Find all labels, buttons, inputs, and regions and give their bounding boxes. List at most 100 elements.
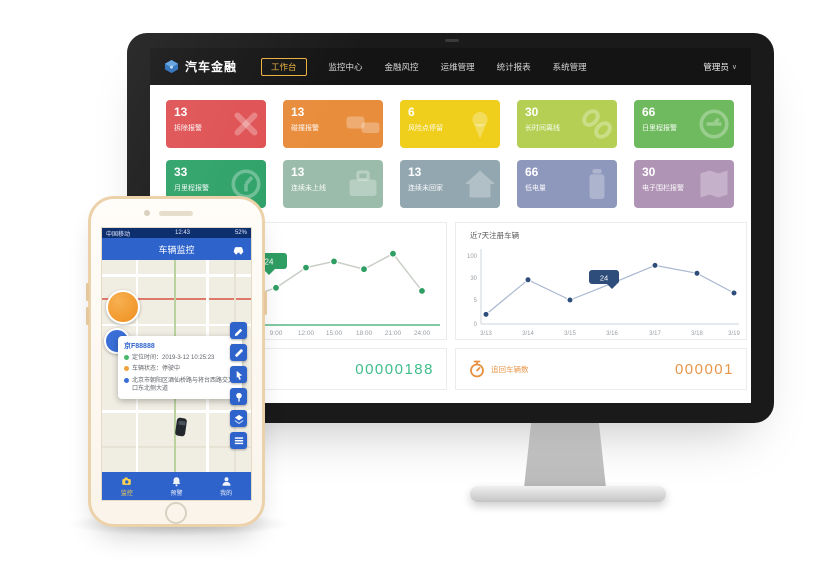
svg-text:9:00: 9:00 [270,330,283,337]
carrier-label: 中国移动 [106,231,131,238]
svg-text:3/19: 3/19 [728,331,740,337]
house-icon [465,170,495,198]
tab-2[interactable]: 我的 [201,472,251,500]
tile-label: 日里程报警 [642,125,677,133]
bullet-icon [124,377,129,383]
car-marker[interactable] [174,417,188,437]
stat-tile-1[interactable]: 13 碰撞报警 [283,100,383,148]
volume-down-button[interactable] [86,307,89,325]
stat-tile-6[interactable]: 13 连续未上线 [283,160,383,208]
list-tool-icon [234,436,243,444]
popup-row-2: 北京市朝阳区酒仙桥路与将台西路交叉口东北侧大道 [124,377,236,394]
power-button[interactable] [264,291,267,315]
popup-row-text: 北京市朝阳区酒仙桥路与将台西路交叉口东北侧大道 [132,377,235,393]
popup-row-1: 车辆状态：停驶中 [124,365,236,373]
svg-text:21:00: 21:00 [385,330,402,337]
road [102,324,251,326]
stat-tile-2[interactable]: 6 风险点停留 [400,100,500,148]
select-tool-button[interactable] [230,366,247,383]
tile-label: 连续未上线 [291,185,326,193]
nav-item-0[interactable]: 工作台 [261,57,307,76]
app-logo[interactable]: 汽车金融 [164,58,237,75]
registered-vehicles-chart-card: 近7天注册车辆 0 5 30 100 3/13 3/14 3/15 3/16 3/17 3/18 3/… [455,222,747,340]
nav-item-4[interactable]: 统计报表 [496,61,531,72]
odometer-icon [699,109,729,139]
online-trend-chart: 9:00 12:00 15:00 18:00 21:00 24:00 24 [167,249,440,337]
tile-value: 33 [174,165,188,179]
road [102,446,251,448]
stopwatch-icon [470,360,484,378]
nav-item-1[interactable]: 监控中心 [328,61,363,72]
tab-label: 预警 [170,490,183,497]
road-highway [102,298,251,300]
volume-up-button[interactable] [86,283,89,301]
stat-tile-8[interactable]: 66 低电量 [517,160,617,208]
edit-tool-icon [234,328,242,336]
registered-vehicles-chart: 近7天注册车辆 0 5 30 100 3/13 3/14 3/15 3/16 3/17 3/18 3/… [467,230,741,337]
nav-item-2[interactable]: 金融风控 [384,61,419,72]
popup-row-text: 车辆状态：停驶中 [132,366,181,373]
tile-value: 30 [525,105,539,119]
monitor-stand-neck [524,420,606,488]
tile-label: 碰撞报警 [291,125,319,133]
tile-label: 电子围栏报警 [642,185,684,193]
map-view[interactable]: 京F88888 × 定位时间：2019-3-12 10:25:23车辆状态：停驶… [102,260,251,472]
monitor-stand-base [470,486,666,502]
tile-value: 66 [525,165,539,179]
phone: 中国移动 12:43 52% 车辆监控 [86,196,267,527]
cluster-badge[interactable] [106,290,140,324]
bell-icon [172,476,181,486]
user-menu[interactable]: 管理员 ∨ [703,61,737,73]
tile-label: 低电量 [525,185,546,193]
monitor-bezel: 汽车金融 工作台 监控中心 金融风控 运维管理 统计报表 系统管理 管理员 ∨ 13 拆除报… [127,33,774,423]
car-icon[interactable] [232,243,245,256]
tab-1[interactable]: 预警 [152,472,202,500]
tab-0[interactable]: 监控 [102,472,152,500]
svg-text:0: 0 [474,322,478,328]
svg-text:3/16: 3/16 [606,331,618,337]
phone-screen: 中国移动 12:43 52% 车辆监控 [101,227,252,501]
collision-icon [346,116,380,133]
phone-status-bar: 中国移动 12:43 52% [102,228,251,238]
home-button[interactable] [165,502,187,524]
tab-label: 我的 [220,490,233,497]
road [102,274,251,277]
locate-tool-icon [235,392,242,402]
phone-tab-bar: 监控 预警 我的 [102,472,251,500]
svg-text:3/13: 3/13 [480,331,492,337]
draw-tool-button[interactable] [230,344,247,361]
bullet-icon [124,366,129,372]
nav-item-3[interactable]: 运维管理 [440,61,475,72]
logo-text: 汽车金融 [185,60,238,74]
phone-nav-bar: 车辆监控 [102,238,251,260]
bullet-icon [124,355,129,360]
tile-value: 13 [291,165,305,179]
svg-text:5: 5 [474,298,478,304]
tile-value: 13 [408,165,422,179]
counter-card-recovered: 追回车辆数 000001 [455,348,747,390]
dashboard-screen: 汽车金融 工作台 监控中心 金融风控 运维管理 统计报表 系统管理 管理员 ∨ 13 拆除报… [150,48,751,403]
svg-text:3/18: 3/18 [691,331,703,337]
phone-speaker [159,211,193,216]
stat-tile-7[interactable]: 13 连续未回家 [400,160,500,208]
list-tool-button[interactable] [230,432,247,449]
nav-item-5[interactable]: 系统管理 [552,61,587,72]
stat-tile-4[interactable]: 66 日里程报警 [634,100,734,148]
stat-tile-0[interactable]: 13 拆除报警 [166,100,266,148]
road [102,410,251,413]
stat-tile-9[interactable]: 30 电子围栏报警 [634,160,734,208]
edit-tool-button[interactable] [230,322,247,339]
nav-menu: 工作台 监控中心 金融风控 运维管理 统计报表 系统管理 [261,57,587,76]
svg-text:3/17: 3/17 [649,331,661,337]
tile-label: 拆除报警 [174,125,202,133]
locate-tool-button[interactable] [230,388,247,405]
layers-tool-button[interactable] [230,410,247,427]
layers-tool-icon [234,414,243,424]
vehicle-plate: 京F88888 [124,343,155,350]
vehicle-info-popup: 京F88888 × 定位时间：2019-3-12 10:25:23车辆状态：停驶… [118,336,242,399]
stat-tile-3[interactable]: 30 长时间离线 [517,100,617,148]
pin-icon [472,112,488,139]
tile-label: 长时间离线 [525,125,560,133]
svg-text:24: 24 [600,274,608,283]
phone-page-title: 车辆监控 [158,244,195,255]
